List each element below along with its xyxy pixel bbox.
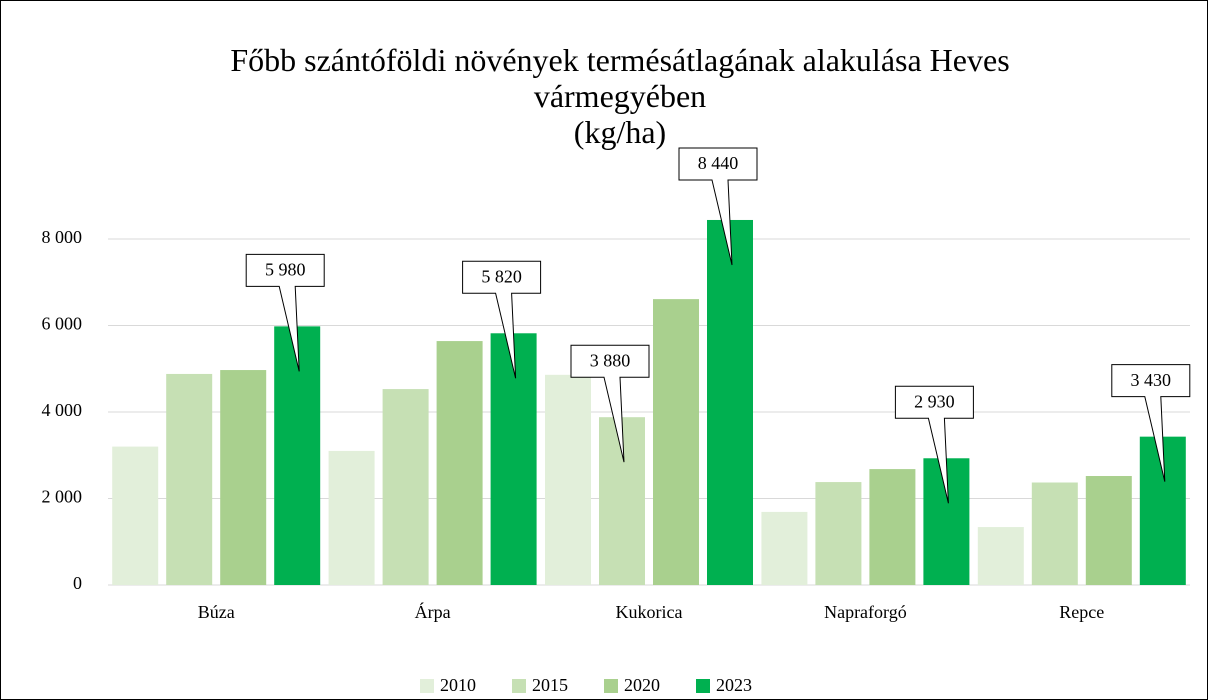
chart-title-block: Főbb szántóföldi növények termésátlagána… — [150, 42, 1090, 150]
bar — [382, 389, 429, 585]
y-tick-label: 0 — [73, 573, 82, 593]
legend-swatch — [604, 679, 618, 693]
bar — [761, 511, 808, 585]
chart-subtitle: (kg/ha) — [573, 114, 667, 150]
x-tick-label: Kukorica — [616, 602, 683, 622]
label-callout — [245, 253, 325, 372]
x-tick-label: Napraforgó — [824, 602, 907, 622]
bar — [1085, 476, 1132, 585]
x-tick-label: Búza — [198, 602, 235, 622]
y-tick-label: 2 000 — [42, 487, 83, 507]
y-tick-label: 8 000 — [42, 227, 83, 247]
label-callout — [1111, 364, 1191, 482]
data-label: 3 880 — [590, 350, 631, 370]
legend-label: 2010 — [440, 675, 476, 695]
bar — [490, 333, 537, 585]
legend-swatch — [696, 679, 710, 693]
bar — [653, 299, 699, 585]
bar — [220, 370, 267, 585]
bar — [166, 373, 213, 585]
label-callout — [894, 385, 974, 504]
bar — [436, 341, 483, 585]
legend-label: 2023 — [716, 675, 752, 695]
bar — [1031, 482, 1078, 585]
legend-swatch — [420, 679, 434, 693]
data-label: 8 440 — [698, 153, 739, 173]
label-callout — [462, 260, 542, 379]
y-tick-label: 6 000 — [42, 314, 83, 334]
bar — [815, 482, 862, 585]
bar — [545, 374, 591, 585]
bar — [977, 527, 1024, 585]
chart-title: Főbb szántóföldi növények termésátlagána… — [230, 42, 1010, 114]
bar — [707, 219, 753, 585]
label-callout — [678, 147, 758, 266]
legend-label: 2015 — [532, 675, 568, 695]
bar — [328, 450, 375, 585]
bar — [869, 469, 916, 585]
data-label: 2 930 — [914, 391, 955, 411]
data-label: 5 820 — [481, 266, 522, 286]
label-callout — [570, 344, 650, 463]
legend-label: 2020 — [624, 675, 660, 695]
y-tick-label: 4 000 — [42, 400, 83, 420]
data-label: 5 980 — [265, 259, 306, 279]
bar — [112, 446, 159, 585]
x-tick-label: Árpa — [415, 601, 451, 622]
x-tick-label: Repce — [1059, 602, 1104, 622]
bar — [274, 326, 321, 585]
data-label: 3 430 — [1131, 370, 1172, 390]
legend-swatch — [512, 679, 526, 693]
